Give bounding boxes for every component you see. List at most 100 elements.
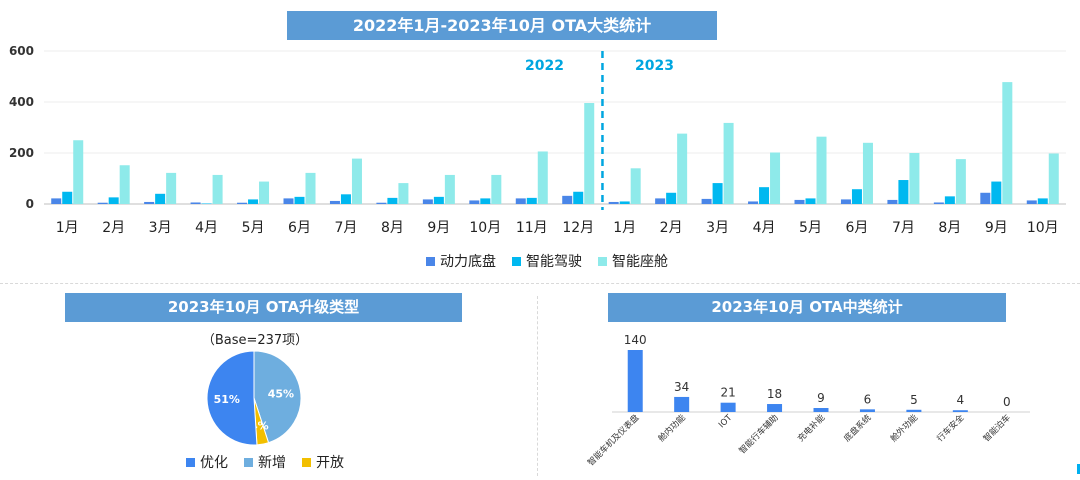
- bar-adas: [340, 194, 351, 204]
- bar2-category-label: IOT: [717, 412, 735, 430]
- bar2-category-label: 智能车机及仪表盘: [585, 412, 641, 468]
- x-tick-label: 12月: [562, 220, 594, 236]
- x-tick-label: 11月: [516, 220, 548, 236]
- bar2-bar: [674, 396, 690, 412]
- bar2-value-label: 6: [864, 392, 872, 406]
- x-tick-label: 6月: [845, 220, 868, 236]
- x-tick-label: 4月: [753, 220, 776, 236]
- legend-item-new: 新增: [244, 452, 286, 472]
- year-label-2022: 2022: [525, 58, 564, 74]
- section-divider-horizontal: [0, 283, 1080, 284]
- x-tick-label: 5月: [799, 220, 822, 236]
- year-label-2023: 2023: [635, 58, 674, 74]
- bar2-bar: [859, 409, 875, 412]
- bar-powertrain: [980, 192, 991, 204]
- bar2-category-label: 充电补能: [795, 412, 827, 444]
- bar-adas: [62, 191, 73, 204]
- x-tick-label: 8月: [938, 220, 961, 236]
- pie-slice-optimize: [206, 350, 258, 446]
- x-tick-label: 8月: [381, 220, 404, 236]
- bar-adas: [851, 189, 862, 204]
- bar-cockpit: [630, 168, 641, 204]
- bar-cockpit: [909, 153, 920, 204]
- x-tick-label: 3月: [149, 220, 172, 236]
- bar2-value-label: 9: [817, 391, 825, 405]
- bar-powertrain: [887, 199, 898, 204]
- bar-adas: [944, 196, 955, 204]
- bar-cockpit: [212, 174, 223, 204]
- bar-powertrain: [144, 201, 155, 204]
- bar2-category-label: 舱外功能: [888, 412, 920, 444]
- bar-powertrain: [237, 202, 248, 204]
- bar-powertrain: [283, 198, 294, 204]
- bar2-bar: [952, 410, 968, 412]
- bar-powertrain: [51, 198, 62, 204]
- bar-cockpit: [166, 172, 177, 204]
- bar2-value-label: 0: [1003, 395, 1011, 409]
- bar-cockpit: [862, 142, 873, 204]
- pie-value-label: 45%: [268, 388, 294, 401]
- x-tick-label: 3月: [706, 220, 729, 236]
- x-tick-label: 2月: [660, 220, 683, 236]
- pie-chart-legend: 优化 新增 开放: [186, 452, 360, 472]
- bar-powertrain: [608, 201, 619, 204]
- pie-slice-new: [253, 350, 302, 444]
- bar-cockpit: [491, 174, 502, 204]
- bar-adas: [666, 192, 677, 204]
- bar-adas: [387, 197, 398, 204]
- legend-label-optimize: 优化: [200, 455, 228, 471]
- bar-adas: [991, 181, 1002, 204]
- bar2-bar: [767, 404, 783, 412]
- y-tick-label: 400: [9, 95, 34, 109]
- legend-item-cockpit: 智能座舱: [598, 251, 668, 271]
- legend-label-open: 开放: [316, 455, 344, 471]
- bar-powertrain: [329, 200, 340, 204]
- bar-adas: [294, 196, 305, 204]
- bar-cockpit: [677, 133, 688, 204]
- bar-adas: [433, 196, 444, 204]
- bar-powertrain: [840, 199, 851, 204]
- legend-item-powertrain: 动力底盘: [426, 251, 496, 271]
- legend-item-adas: 智能驾驶: [512, 251, 582, 271]
- bar-adas: [480, 198, 491, 204]
- bar2-value-label: 140: [624, 333, 647, 347]
- bar-adas: [526, 197, 537, 204]
- legend-label-powertrain: 动力底盘: [440, 254, 496, 270]
- pie-chart-title: 2023年10月 OTA升级类型: [65, 293, 462, 322]
- bar-powertrain: [655, 198, 666, 204]
- legend-item-optimize: 优化: [186, 452, 228, 472]
- x-tick-label: 2月: [102, 220, 125, 236]
- x-tick-label: 7月: [334, 220, 357, 236]
- bar-adas: [573, 191, 584, 204]
- bar-adas: [619, 201, 630, 204]
- x-tick-label: 4月: [195, 220, 218, 236]
- bar-powertrain: [376, 202, 387, 204]
- bar2-category-label: 智能行车辅助: [737, 412, 781, 456]
- bar-adas: [248, 199, 259, 204]
- bar2-value-label: 34: [674, 380, 689, 394]
- bar-adas: [1037, 198, 1048, 204]
- bar2-bar: [720, 402, 736, 412]
- bar-cockpit: [537, 151, 548, 204]
- bar-adas: [759, 187, 770, 204]
- x-tick-label: 10月: [1027, 220, 1059, 236]
- y-tick-label: 600: [9, 44, 34, 58]
- bar2-bar: [813, 408, 829, 412]
- x-tick-label: 7月: [892, 220, 915, 236]
- y-tick-label: 200: [9, 146, 34, 160]
- bar2-value-label: 5: [910, 393, 918, 407]
- x-tick-label: 9月: [985, 220, 1008, 236]
- main-chart-title: 2022年1月-2023年10月 OTA大类统计: [287, 11, 717, 40]
- x-tick-label: 10月: [469, 220, 501, 236]
- bar-adas: [155, 193, 166, 204]
- bar2-value-label: 21: [720, 386, 735, 400]
- bar-adas: [805, 198, 816, 204]
- bar-adas: [201, 203, 212, 204]
- bar-cockpit: [119, 165, 130, 204]
- bar-powertrain: [422, 199, 433, 204]
- bar-powertrain: [515, 198, 526, 204]
- x-tick-label: 9月: [427, 220, 450, 236]
- bar-cockpit: [444, 174, 455, 204]
- bar-adas: [898, 180, 909, 204]
